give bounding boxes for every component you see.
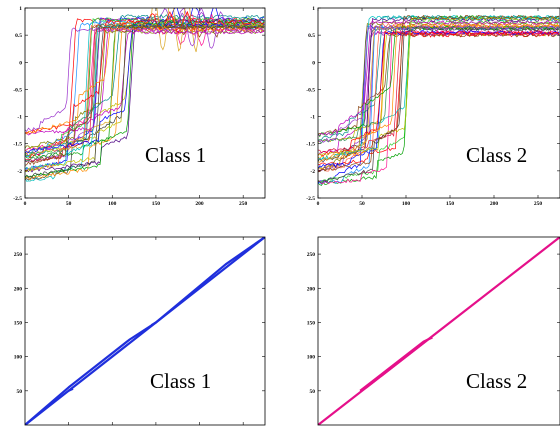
chart-bottom-left: Class 1 5010015020025050100150200250 xyxy=(14,236,266,426)
x-tick-label-50: 50 xyxy=(359,201,365,207)
plot-area-top-left xyxy=(25,8,265,182)
y-tick-label--1: -1 xyxy=(310,115,315,121)
series-line-27 xyxy=(318,26,560,184)
x-tick-label-0: 0 xyxy=(24,201,27,207)
y-tick-label-0.5: 0.5 xyxy=(15,33,22,39)
y-tick-label-0: 0 xyxy=(19,60,22,66)
x-tick-label-200: 200 xyxy=(490,201,499,207)
warping-path-2 xyxy=(25,237,265,425)
x-tick-label-200: 200 xyxy=(195,201,204,207)
x-tick-label-150: 150 xyxy=(152,201,161,207)
y-tick-label--2: -2 xyxy=(310,169,315,175)
series-line-13 xyxy=(318,31,560,154)
chart-top-left: Class 1 0 50 100 150 200 250 -2.5 -2 -1.5 -1 -0.5 0… xyxy=(13,6,266,207)
annotation-top-left: Class 1 xyxy=(145,143,206,167)
series-line-9 xyxy=(318,32,560,135)
series-line-16 xyxy=(25,29,265,149)
series-line-6 xyxy=(318,31,560,144)
y-tick-label-1: 1 xyxy=(312,6,315,12)
y-tick-label--0.5: -0.5 xyxy=(306,87,315,93)
y-tick-label-100: 100 xyxy=(14,355,23,361)
series-line-26 xyxy=(25,23,265,173)
series-line-25 xyxy=(318,19,560,136)
annotation-bottom-left: Class 1 xyxy=(150,369,211,393)
series-line-11 xyxy=(25,21,265,157)
series-line-30 xyxy=(25,11,265,132)
y-tick-label-100: 100 xyxy=(307,355,316,361)
series-line-15 xyxy=(25,13,265,151)
series-line-7 xyxy=(318,26,560,163)
chart-top-right: Class 2 0 50 100 150 200 250 -2.5 -2 -1.5 -1 -0.5 0… xyxy=(306,6,560,207)
series-line-25 xyxy=(25,29,265,136)
series-line-18 xyxy=(318,22,560,173)
annotation-top-right: Class 2 xyxy=(466,143,527,167)
warping-path-1 xyxy=(25,237,265,425)
warping-path-3 xyxy=(68,387,74,392)
y-tick-label-50: 50 xyxy=(17,389,23,395)
plot-frame-bottom-left xyxy=(24,236,266,426)
y-tick-label-250: 250 xyxy=(307,252,316,258)
plot-frame-top-left xyxy=(24,7,266,199)
series-line-28 xyxy=(25,26,265,135)
x-tick-label-250: 250 xyxy=(534,201,543,207)
series-line-8 xyxy=(318,24,560,160)
series-line-5 xyxy=(25,23,265,157)
series-line-29 xyxy=(25,24,265,166)
y-tick-label-150: 150 xyxy=(307,320,316,326)
y-tick-label-50: 50 xyxy=(310,389,316,395)
plot-area-bottom-right xyxy=(318,237,560,425)
x-tick-label-250: 250 xyxy=(239,201,248,207)
plot-frame-bottom-right xyxy=(317,236,560,426)
y-tick-label-200: 200 xyxy=(14,286,23,292)
warping-path-4 xyxy=(150,321,157,327)
y-tick-label--1.5: -1.5 xyxy=(13,142,22,148)
series-line-30 xyxy=(318,25,560,143)
series-line-26 xyxy=(318,16,560,157)
y-tick-label-250: 250 xyxy=(14,252,23,258)
y-tick-label-150: 150 xyxy=(14,320,23,326)
warping-path-1 xyxy=(318,237,560,425)
y-tick-label-200: 200 xyxy=(307,286,316,292)
plot-area-bottom-left xyxy=(25,237,265,425)
y-tick-label--2.5: -2.5 xyxy=(306,196,315,202)
y-tick-label-0.5: 0.5 xyxy=(308,33,315,39)
series-line-3 xyxy=(25,17,265,159)
series-line-23 xyxy=(318,30,560,156)
y-tick-label-0: 0 xyxy=(312,60,315,66)
series-line-29 xyxy=(318,14,560,173)
x-tick-label-0: 0 xyxy=(317,201,320,207)
y-tick-label--0.5: -0.5 xyxy=(13,87,22,93)
annotation-bottom-right: Class 2 xyxy=(466,369,527,393)
y-tick-label-1: 1 xyxy=(19,6,22,12)
series-line-23 xyxy=(25,10,265,135)
series-line-5 xyxy=(318,30,560,156)
chart-bottom-right: Class 2 50 100 150 200 250 xyxy=(307,236,560,426)
y-tick-label--2.5: -2.5 xyxy=(13,196,22,202)
plot-area-top-right xyxy=(318,14,560,186)
x-tick-label-150: 150 xyxy=(446,201,455,207)
warping-path-3 xyxy=(359,338,429,392)
y-tick-label--1: -1 xyxy=(17,115,22,121)
x-tick-label-100: 100 xyxy=(108,201,117,207)
x-tick-label-50: 50 xyxy=(66,201,72,207)
y-tick-label--2: -2 xyxy=(17,169,22,175)
y-tick-label--1.5: -1.5 xyxy=(306,142,315,148)
series-line-12 xyxy=(25,17,265,157)
series-line-21 xyxy=(25,22,265,154)
x-tick-label-100: 100 xyxy=(402,201,411,207)
series-line-28 xyxy=(318,23,560,163)
plot-frame-top-right xyxy=(317,7,560,199)
series-line-14 xyxy=(25,14,265,154)
